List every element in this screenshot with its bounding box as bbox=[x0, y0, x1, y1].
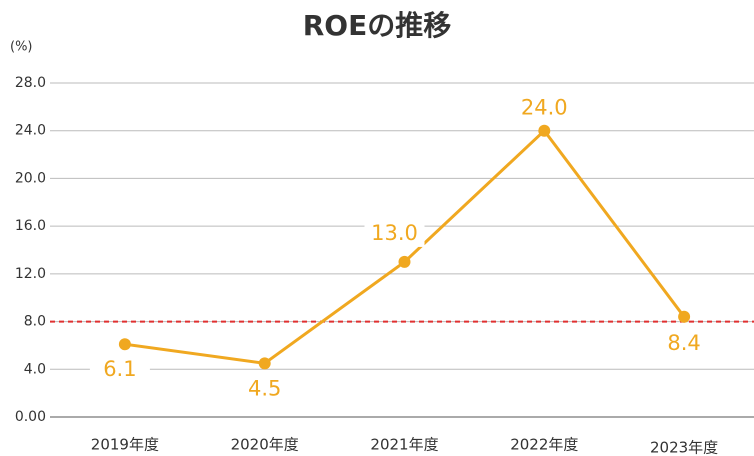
y-tick-label: 24.0 bbox=[15, 123, 46, 139]
label-background bbox=[89, 357, 150, 384]
y-tick-label: 4.0 bbox=[24, 361, 46, 377]
point bbox=[678, 310, 691, 323]
y-tick-label: 16.0 bbox=[15, 218, 46, 234]
point bbox=[398, 255, 411, 268]
x-tick-label: 2023年度 bbox=[650, 439, 718, 456]
y-tick-label: 20.0 bbox=[15, 170, 46, 186]
label-background bbox=[654, 330, 715, 357]
point bbox=[538, 124, 551, 137]
y-tick-label: 28.0 bbox=[15, 75, 46, 91]
label-background bbox=[514, 95, 575, 122]
label-background bbox=[364, 220, 425, 247]
data-label: 6.1 bbox=[103, 357, 136, 381]
data-label: 8.4 bbox=[667, 331, 700, 355]
y-tick-label: 12.0 bbox=[15, 266, 46, 282]
chart-title: ROEの推移 bbox=[303, 9, 452, 42]
line bbox=[124, 128, 686, 365]
x-tick-label: 2020年度 bbox=[231, 436, 299, 454]
y-tick-label: 0.00 bbox=[15, 409, 46, 425]
y-unit: (%) bbox=[10, 40, 33, 55]
point bbox=[258, 357, 271, 370]
label-background bbox=[234, 376, 295, 403]
x-tick-label: 2021年度 bbox=[370, 436, 438, 454]
y-tick-label: 8.0 bbox=[24, 314, 46, 330]
data-label: 13.0 bbox=[371, 221, 418, 245]
data-label: 24.0 bbox=[521, 96, 568, 120]
x-tick-label: 2022年度 bbox=[510, 436, 578, 454]
point bbox=[118, 338, 131, 351]
x-tick-label: 2019年度 bbox=[91, 436, 159, 454]
data-label: 4.5 bbox=[248, 376, 281, 400]
